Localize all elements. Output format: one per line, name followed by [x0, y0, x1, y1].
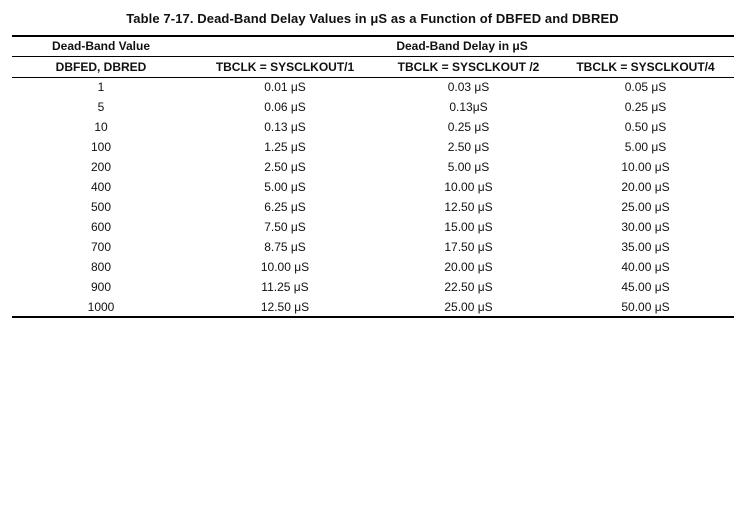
table-row: 800 10.00 μS 20.00 μS 40.00 μS [12, 257, 734, 277]
dead-band-delay-cell: 0.25 μS [447, 120, 490, 134]
dead-band-delay-cell: 20.00 μS [444, 260, 493, 274]
dead-band-value-cell: 10 [94, 120, 108, 134]
dead-band-delay-cell: 0.13μS [449, 100, 488, 114]
table-row: 900 11.25 μS 22.50 μS 45.00 μS [12, 277, 734, 297]
group-header-dead-band-delay: Dead-Band Delay in μS [190, 36, 735, 57]
column-header-row: DBFED, DBRED TBCLK = SYSCLKOUT/1 TBCLK =… [12, 56, 735, 78]
dead-band-delay-cell: 17.50 μS [444, 240, 493, 254]
dead-band-delay-cell: 11.25 μS [261, 280, 309, 294]
dead-band-value-cell: 1 [97, 80, 105, 95]
column-header-sysclkout-1: TBCLK = SYSCLKOUT/1 [190, 56, 380, 78]
dead-band-delay-cell: 10.00 μS [260, 260, 310, 274]
dead-band-value-cell: 600 [90, 220, 112, 234]
dead-band-delay-cell: 10.00 μS [444, 180, 493, 194]
table-title: Table 7-17. Dead-Band Delay Values in μS… [126, 11, 619, 26]
dead-band-delay-cell: 0.06 μS [264, 100, 306, 114]
table-row: 600 7.50 μS 15.00 μS 30.00 μS [12, 217, 734, 237]
dead-band-delay-cell: 10.00 μS [621, 160, 670, 174]
table-row: 100 1.25 μS 2.50 μS 5.00 μS [12, 137, 734, 157]
dead-band-delay-cell: 5.00 μS [264, 180, 306, 194]
table-row: 1000 12.50 μS 25.00 μS 50.00 μS [12, 297, 734, 317]
dead-band-delay-cell: 7.50 μS [264, 220, 306, 234]
table-body: 1 0.01 μS 0.03 μS 0.05 μS 5 0.06 μS 0.13μS 0.25… [12, 77, 734, 317]
dead-band-value-cell: 400 [90, 180, 112, 194]
table-row: 500 6.25 μS 12.50 μS 25.00 μS [12, 197, 734, 217]
dead-band-delay-cell: 25.00 μS [621, 200, 670, 214]
dead-band-delay-cell: 12.50 μS [260, 299, 310, 314]
table-row: 10 0.13 μS 0.25 μS 0.50 μS [12, 117, 734, 137]
dead-band-value-cell: 900 [90, 280, 112, 294]
dead-band-delay-cell: 5.00 μS [447, 160, 490, 174]
dead-band-delay-cell: 2.50 μS [264, 160, 306, 174]
dead-band-value-cell: 800 [90, 260, 112, 274]
dead-band-delay-cell: 8.75 μS [264, 240, 306, 254]
dead-band-value-cell: 500 [90, 200, 112, 214]
table-row: 1 0.01 μS 0.03 μS 0.05 μS [12, 77, 734, 97]
dead-band-delay-cell: 25.00 μS [444, 299, 493, 314]
column-header-sysclkout-2: TBCLK = SYSCLKOUT /2 [380, 56, 557, 78]
table-row: 400 5.00 μS 10.00 μS 20.00 μS [12, 177, 734, 197]
dead-band-value-cell: 1000 [87, 299, 115, 314]
dead-band-delay-cell: 0.03 μS [447, 80, 490, 95]
dead-band-value-cell: 700 [90, 240, 112, 254]
column-header-dbfed-dbred: DBFED, DBRED [12, 56, 190, 78]
table-header: Dead-Band Value Dead-Band Delay in μS DB… [12, 36, 735, 78]
dead-band-delay-cell: 0.13 μS [264, 120, 306, 134]
dead-band-value-cell: 100 [90, 140, 112, 154]
dead-band-delay-cell: 45.00 μS [621, 280, 670, 294]
dead-band-delay-cell: 30.00 μS [621, 220, 670, 234]
group-header-row: Dead-Band Value Dead-Band Delay in μS [12, 36, 735, 57]
dead-band-value-cell: 200 [90, 160, 112, 174]
table-row: 5 0.06 μS 0.13μS 0.25 μS [12, 97, 734, 117]
dead-band-delay-cell: 50.00 μS [621, 299, 670, 314]
table-row: 700 8.75 μS 17.50 μS 35.00 μS [12, 237, 734, 257]
dead-band-value-cell: 5 [97, 100, 105, 114]
dead-band-delay-cell: 1.25 μS [264, 140, 306, 154]
dead-band-delay-cell: 5.00 μS [624, 140, 667, 154]
dead-band-delay-cell: 12.50 μS [444, 200, 493, 214]
group-header-dead-band-value: Dead-Band Value [12, 36, 190, 57]
dead-band-delay-cell: 2.50 μS [447, 140, 490, 154]
table-row: 200 2.50 μS 5.00 μS 10.00 μS [12, 157, 734, 177]
dead-band-delay-cell: 22.50 μS [444, 280, 493, 294]
dead-band-delay-cell: 6.25 μS [264, 200, 306, 214]
dead-band-delay-cell: 0.05 μS [624, 80, 667, 95]
dead-band-delay-cell: 35.00 μS [621, 240, 670, 254]
dead-band-delay-cell: 0.25 μS [624, 100, 667, 114]
dead-band-delay-table: Dead-Band Value Dead-Band Delay in μS DB… [12, 35, 735, 318]
dead-band-delay-cell: 0.50 μS [624, 120, 667, 134]
dead-band-delay-cell: 15.00 μS [444, 220, 493, 234]
dead-band-delay-cell: 0.01 μS [264, 80, 306, 95]
column-header-sysclkout-4: TBCLK = SYSCLKOUT/4 [557, 56, 735, 78]
dead-band-delay-cell: 20.00 μS [621, 180, 670, 194]
dead-band-delay-cell: 40.00 μS [621, 260, 670, 274]
